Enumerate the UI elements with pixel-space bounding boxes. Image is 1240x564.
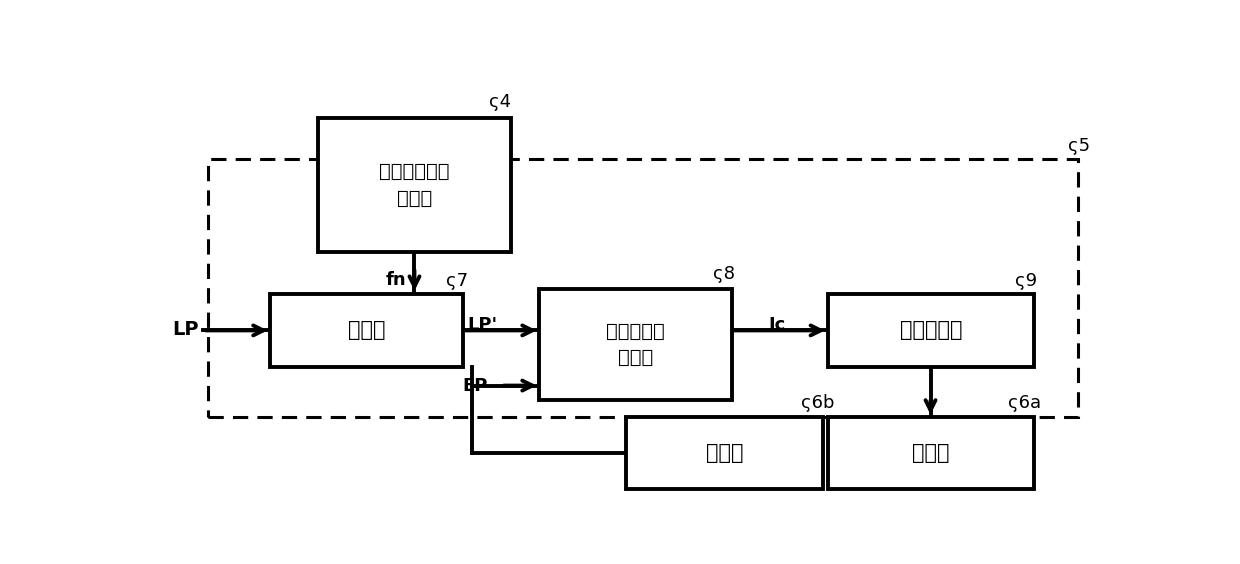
Text: 位置及速度
控制器: 位置及速度 控制器 [606, 322, 665, 367]
Bar [270, 293, 463, 367]
Bar [828, 417, 1034, 489]
Text: ς7: ς7 [446, 272, 469, 290]
Text: EP: EP [463, 377, 487, 395]
Text: ς9: ς9 [1016, 272, 1037, 290]
Bar [539, 289, 732, 400]
Text: ς6b: ς6b [801, 394, 835, 412]
Bar [208, 159, 1078, 417]
Text: LP': LP' [467, 316, 497, 334]
Text: Ic: Ic [768, 316, 785, 334]
Text: 滤波器: 滤波器 [347, 320, 386, 341]
Bar [828, 293, 1034, 367]
Text: ς4: ς4 [490, 92, 512, 111]
Text: LP: LP [172, 320, 198, 339]
Text: fn: fn [386, 271, 407, 289]
Bar [319, 118, 511, 252]
Bar [626, 417, 823, 489]
Text: 致动器: 致动器 [913, 443, 950, 463]
Text: ς6a: ς6a [1008, 394, 1042, 412]
Text: 固有振动频率
预测部: 固有振动频率 预测部 [379, 162, 450, 208]
Text: 电力放大器: 电力放大器 [900, 320, 962, 341]
Text: ς5: ς5 [1068, 137, 1090, 155]
Text: 检测器: 检测器 [706, 443, 743, 463]
Text: ς8: ς8 [713, 266, 735, 283]
